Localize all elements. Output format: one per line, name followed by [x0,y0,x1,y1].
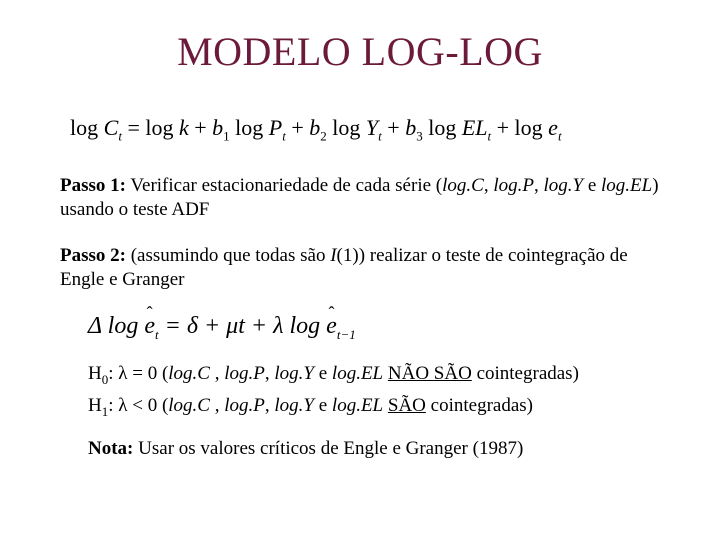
hypothesis-h1: H1: λ < 0 (log.C , log.P, log.Y e log.EL… [88,393,660,420]
passo-2-label: Passo 2: [60,245,126,266]
passo-2: Passo 2: (assumindo que todas são I(1)) … [60,244,660,292]
equation-main: log Ct = log k + b1 log Pt + b2 log Yt +… [70,115,660,144]
passo-1-label: Passo 1: [60,175,126,196]
nota-label: Nota: [88,438,133,459]
passo-1: Passo 1: Verificar estacionariedade de c… [60,174,660,222]
equation-cointegration: Δ log et = δ + μt + λ log et−1 [88,313,660,343]
nota: Nota: Usar os valores críticos de Engle … [88,438,660,460]
hypothesis-h0: H0: λ = 0 (log.C , log.P, log.Y e log.EL… [88,361,660,388]
slide-title: MODELO LOG-LOG [60,28,660,75]
